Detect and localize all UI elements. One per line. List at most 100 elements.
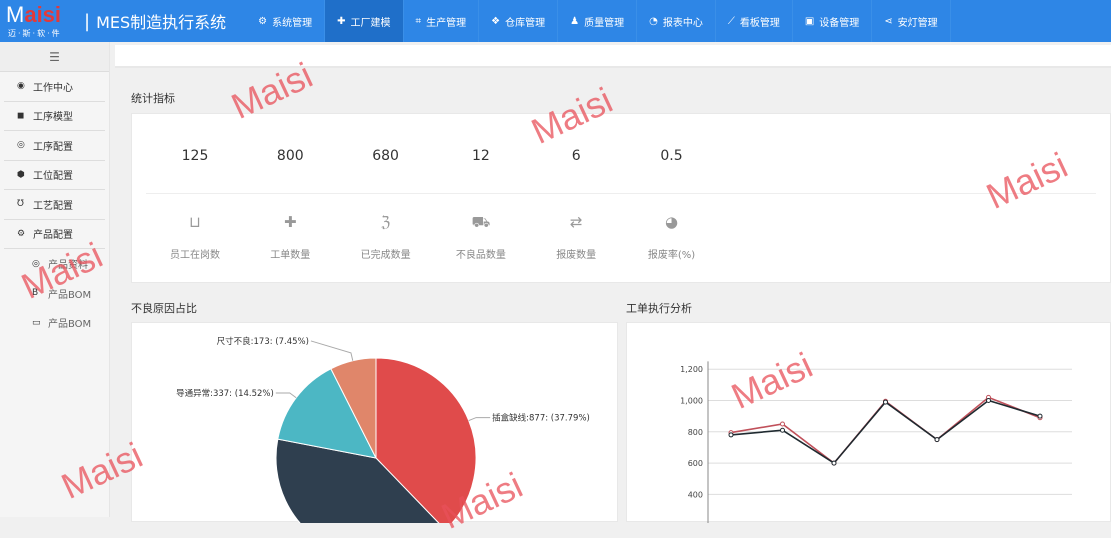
data-point[interactable] [934,437,940,443]
y-tick-label: 1,200 [680,365,703,374]
data-point[interactable] [728,432,734,438]
truck-icon: ⛟ [471,213,491,231]
sidebar-item[interactable]: ◎ 工序配置 [4,131,105,161]
submenu-item[interactable]: ◎ 产品资料 [4,249,105,279]
puzzle-icon: ✚ [284,213,297,231]
y-tick-label: 1,000 [680,397,703,406]
stat-value: 0.5 [660,148,683,164]
pie-title: 不良原因占比 [131,302,197,315]
sidebar-item-label: 产品配置 [33,230,73,242]
stat-label: 已完成数量 [360,250,411,261]
runner-icon: ◕ [664,213,679,231]
stat-value: 12 [471,148,490,164]
submenu-item[interactable]: B 产品BOM [4,279,105,309]
stats-title: 统计指标 [131,92,175,105]
sidebar-item-label: 工艺配置 [33,200,73,212]
submenu-item[interactable]: ▭ 产品BOM [4,308,105,338]
nav-label: 质量管理 [584,17,625,29]
menu-icon: ▭ [32,317,41,328]
data-point[interactable] [986,398,991,403]
pie-slice[interactable] [375,357,477,531]
sidebar-item-label: 工序配置 [33,141,73,153]
stat-value: 800 [276,148,304,164]
nav-item[interactable]: ♟ 质量管理 [558,0,638,42]
top-header: Maisi 迈·斯·软·件 | MES制造执行系统 ⚙ 系统管理 ✚ 工厂建模 ⌗ 生产管理… [0,0,1111,42]
nav-label: 生产管理 [426,17,467,29]
stat-value: 680 [372,148,399,164]
nav-label: 安灯管理 [897,17,938,29]
sidebar-item[interactable]: ◉ 工作中心 [4,72,105,102]
sidebar-item-label: 工序模型 [33,112,73,124]
nav-item[interactable]: ⌗ 生产管理 [404,0,480,42]
data-point[interactable] [1037,413,1043,419]
gears-icon: ⚙ [258,15,268,27]
submenu-item-label: 产品BOM [48,319,92,331]
label-line [275,392,297,399]
app-title: MES制造执行系统 [96,13,227,32]
sidebar-toggle-icon[interactable]: ☰ [0,42,109,72]
nav-label: 看板管理 [739,17,780,29]
data-point[interactable] [780,421,785,427]
nav-item[interactable]: ⟋ 看板管理 [716,0,793,42]
pie-label: 插盒缺线:877: (37.79%) [492,413,590,424]
sidebar-item[interactable]: ⚙ 产品配置 [4,220,105,249]
sidebar-item[interactable]: ⬢ 工位配置 [4,161,105,190]
stat-value: 125 [181,148,209,164]
pie-slice[interactable] [275,438,447,538]
sidebar-item-label: 工作中心 [33,82,73,94]
data-point[interactable] [883,399,888,405]
submenu-item-label: 产品资料 [48,260,88,272]
main-nav: ⚙ 系统管理 ✚ 工厂建模 ⌗ 生产管理 ❖ 仓库管理 ♟ 质量管理 ◔ 报表中心 ⟋ 看板管理 ▣ 设备管理… [246,0,951,42]
line-title: 工单执行分析 [626,302,692,315]
menu-icon: ⚙ [17,228,26,239]
sidebar-item[interactable]: ◼ 工序模型 [4,102,105,131]
pie-panel: 插盒缺线:877: (37.79%) 导通异常:337: (14.52%) 尺寸不良… [131,322,618,538]
user-icon: ♟ [570,15,580,27]
logo: Maisi 迈·斯·软·件 [6,2,62,38]
device-icon: ▣ [804,15,815,27]
data-point[interactable] [780,427,785,433]
pie-chart: 插盒缺线:877: (37.79%) 导通异常:337: (14.52%) 尺寸不良… [176,336,590,538]
nav-label: 系统管理 [272,17,313,29]
menu-icon: B [32,288,39,299]
pie-slice[interactable] [330,357,377,459]
sidebar-item[interactable]: Ʊ 工艺配置 [4,190,105,220]
menu-icon: ◉ [17,81,25,92]
line-chart: 1,200 1,000 800 600 400 [680,361,1072,523]
nav-item[interactable]: ◔ 报表中心 [637,0,716,42]
nav-label: 设备管理 [819,17,860,29]
stat-label: 不良品数量 [455,250,506,261]
menu-icon: ◎ [32,258,40,269]
stat-value: 6 [571,148,581,164]
line-panel: 1,200 1,000 800 600 400 [626,322,1111,523]
sidebar-item-label: 工位配置 [33,171,73,183]
nav-item[interactable]: ✚ 工厂建模 [325,0,404,42]
label-line [468,417,491,422]
pie-slice[interactable] [277,368,377,459]
y-tick-label: 600 [688,459,703,468]
nav-item[interactable]: ❖ 仓库管理 [479,0,559,42]
cubes-icon: ❖ [491,15,501,27]
menu-icon: ◼ [17,110,25,121]
pie-label: 导通异常:337: (14.52%) [176,388,274,399]
hearing-icon: ℨ [380,213,391,231]
label-line [310,340,354,361]
y-tick-label: 400 [688,490,703,499]
line-chart-icon: ⟋ [727,15,735,27]
stat-label: 报废数量 [556,250,597,261]
nav-item[interactable]: ▣ 设备管理 [793,0,873,42]
divider: | [84,10,91,32]
tab-strip [115,45,1111,68]
basket-icon: ⊔ [189,213,201,231]
data-point[interactable] [831,460,837,466]
stat-label: 员工在岗数 [170,250,220,261]
stat-label: 报废率(%) [647,250,696,261]
submenu-item-label: 产品BOM [48,289,92,301]
nav-label: 工厂建模 [350,17,391,29]
menu-icon: ◎ [17,140,25,151]
nav-item[interactable]: ⚙ 系统管理 [246,0,326,42]
nav-item[interactable]: ⋖ 安灯管理 [872,0,951,42]
share-icon: ⋖ [884,15,893,27]
nav-label: 仓库管理 [505,17,546,29]
pie-label: 尺寸不良:173: (7.45%) [217,336,309,347]
